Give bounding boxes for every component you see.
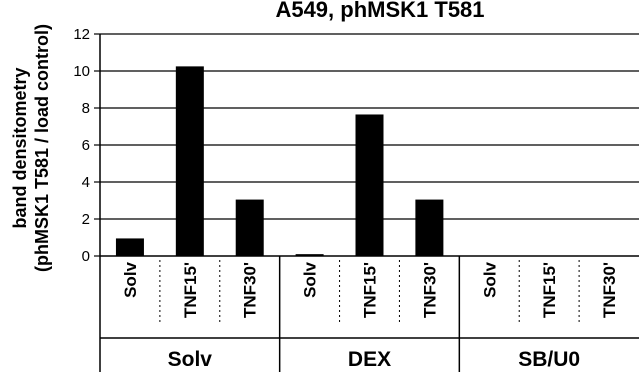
- y-tick-label: 0: [82, 248, 90, 265]
- group-label: DEX: [348, 348, 391, 371]
- y-tick-label: 10: [73, 63, 90, 80]
- y-tick-label: 2: [82, 211, 90, 228]
- y-tick-label: 6: [82, 137, 90, 154]
- x-category-label: TNF15': [181, 262, 200, 318]
- group-labels: Solv DEX SB/U0: [168, 348, 580, 371]
- group-label: Solv: [168, 348, 213, 371]
- bar: [355, 114, 384, 256]
- x-category-label: TNF15': [540, 262, 559, 318]
- x-category-label: TNF30': [600, 262, 619, 318]
- y-tick-label: 12: [73, 26, 90, 43]
- y-axis-label-line2: (phMSK1 T581 / load control): [32, 24, 52, 272]
- bar: [415, 199, 444, 256]
- bar: [295, 254, 324, 256]
- x-axis-categories: Solv TNF15' TNF30' Solv TNF15' TNF30' Solv TNF1…: [121, 261, 619, 318]
- y-axis-ticks: 0 2 4 6 8 10 12: [73, 26, 100, 265]
- bar: [115, 238, 144, 256]
- chart-title: A549, phMSK1 T581: [275, 0, 484, 22]
- x-category-label: Solv: [301, 261, 320, 297]
- x-category-label: TNF15': [361, 262, 380, 318]
- group-label: SB/U0: [518, 348, 580, 371]
- y-tick-label: 8: [82, 100, 90, 117]
- bar: [235, 199, 264, 256]
- x-category-label: Solv: [480, 261, 499, 297]
- x-category-label: TNF30': [241, 262, 260, 318]
- y-tick-label: 4: [82, 174, 90, 191]
- category-separators: [100, 256, 639, 372]
- x-category-label: Solv: [121, 261, 140, 297]
- bar: [175, 66, 204, 256]
- x-category-label: TNF30': [420, 262, 439, 318]
- bars: [115, 66, 444, 256]
- y-axis-label-line1: band densitometry: [10, 67, 30, 228]
